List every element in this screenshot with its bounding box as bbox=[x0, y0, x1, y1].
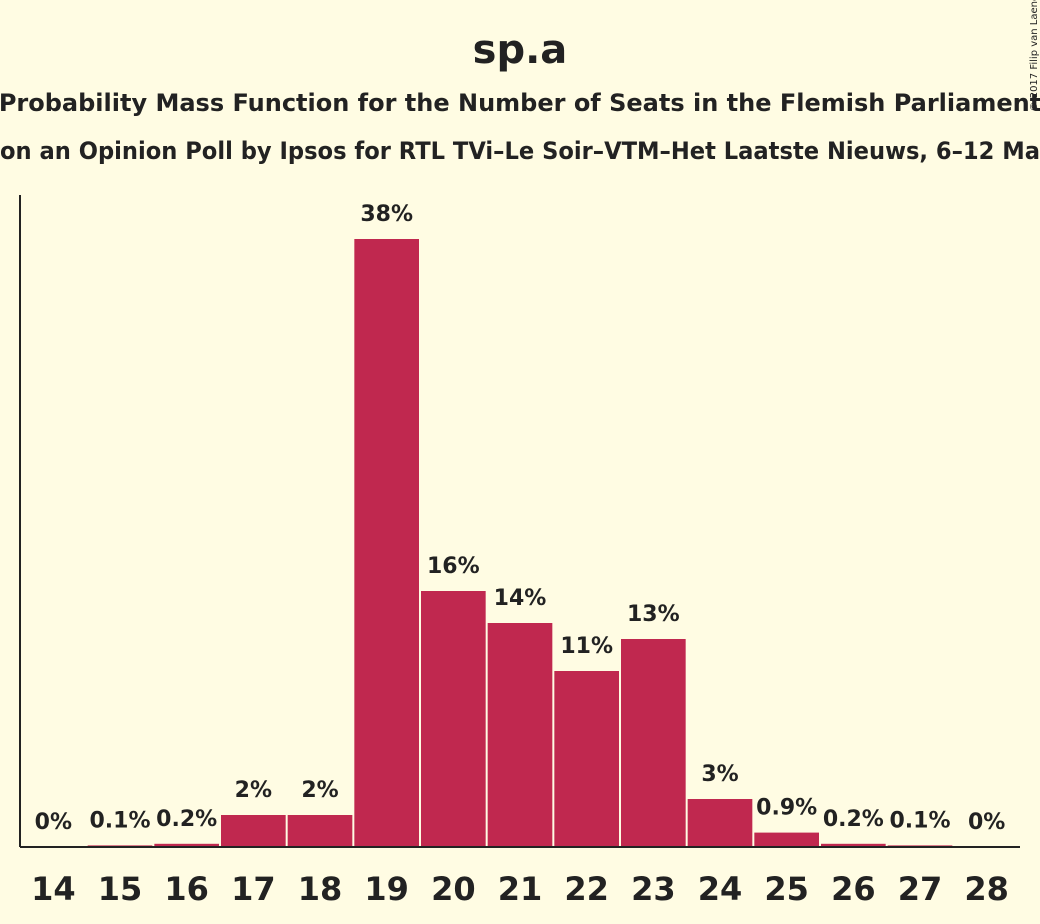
bar bbox=[221, 815, 286, 847]
value-label: 16% bbox=[427, 554, 480, 579]
credit: © 2017 Filip van Laenen bbox=[1029, 0, 1040, 111]
value-label: 0% bbox=[968, 810, 1005, 835]
bar bbox=[554, 671, 619, 847]
bar bbox=[687, 799, 753, 847]
x-tick-label: 23 bbox=[631, 870, 676, 908]
value-label: 0.9% bbox=[756, 796, 817, 821]
bar bbox=[621, 639, 686, 847]
x-tick-label: 24 bbox=[698, 870, 743, 908]
chart-subtitle: Probability Mass Function for the Number… bbox=[0, 89, 1040, 117]
value-label: 2% bbox=[301, 778, 338, 803]
x-tick-label: 25 bbox=[764, 870, 809, 908]
value-label: 3% bbox=[701, 762, 738, 787]
bar bbox=[754, 832, 819, 847]
bar bbox=[487, 623, 553, 847]
value-label: 0.1% bbox=[89, 808, 150, 833]
value-label: 0% bbox=[35, 810, 72, 835]
x-tick-label: 28 bbox=[964, 870, 1009, 908]
chart-title: sp.a bbox=[473, 27, 568, 73]
x-tick-label: 17 bbox=[231, 870, 276, 908]
x-tick-label: 22 bbox=[564, 870, 609, 908]
x-tick-label: 15 bbox=[98, 870, 143, 908]
bar bbox=[354, 239, 419, 847]
x-tick-label: 26 bbox=[831, 870, 876, 908]
value-label: 14% bbox=[494, 586, 547, 611]
value-label: 38% bbox=[360, 202, 413, 227]
bar bbox=[154, 843, 219, 847]
value-label: 0.2% bbox=[823, 807, 884, 832]
value-label: 0.1% bbox=[889, 808, 950, 833]
x-tick-label: 14 bbox=[31, 870, 76, 908]
value-label: 0.2% bbox=[156, 807, 217, 832]
value-label: 13% bbox=[627, 602, 680, 627]
x-tick-label: 19 bbox=[364, 870, 409, 908]
x-tick-label: 20 bbox=[431, 870, 476, 908]
value-label: 2% bbox=[235, 778, 272, 803]
bar bbox=[287, 815, 353, 847]
bar bbox=[421, 591, 486, 847]
value-label: 11% bbox=[560, 634, 613, 659]
x-tick-label: 27 bbox=[898, 870, 943, 908]
x-tick-label: 21 bbox=[498, 870, 543, 908]
x-tick-label: 16 bbox=[164, 870, 209, 908]
chart-subtitle-2: on an Opinion Poll by Ipsos for RTL TVi–… bbox=[0, 137, 1040, 165]
x-tick-label: 18 bbox=[298, 870, 343, 908]
bar bbox=[821, 843, 886, 847]
